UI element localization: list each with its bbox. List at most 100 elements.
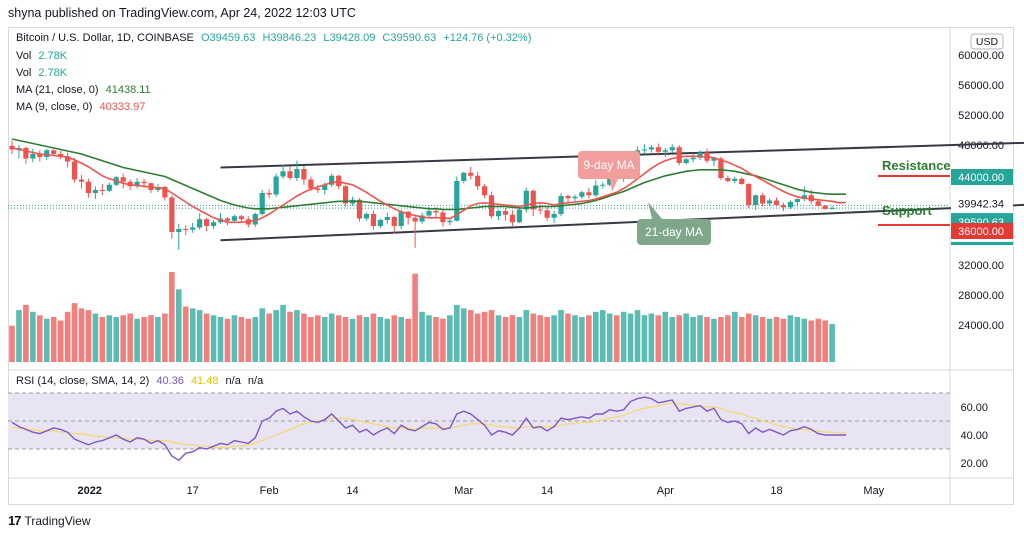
- volume-bar: [217, 317, 224, 362]
- volume-bar: [516, 317, 523, 362]
- volume-bar: [474, 313, 481, 362]
- volume-bar: [794, 317, 801, 362]
- volume-bar: [99, 317, 106, 362]
- volume-bar: [273, 310, 279, 362]
- candle-body: [669, 147, 675, 151]
- volume-bar: [141, 317, 147, 362]
- volume-bar: [328, 313, 335, 362]
- volume-bar: [627, 313, 634, 362]
- volume-bar: [613, 315, 620, 362]
- candle-body: [190, 227, 196, 230]
- volume-bar: [356, 315, 363, 362]
- volume-bar: [676, 315, 682, 362]
- candle-body: [197, 219, 203, 228]
- time-tick-label: May: [863, 485, 884, 497]
- volume-bar: [745, 313, 752, 362]
- volume-bar: [697, 315, 703, 362]
- volume-bar: [78, 308, 85, 362]
- candle-body: [412, 217, 418, 222]
- candle-body: [794, 199, 800, 202]
- volume-bar: [252, 317, 259, 362]
- volume-bar: [64, 311, 71, 362]
- volume-bar: [537, 315, 543, 362]
- legend-close: C39590.63: [382, 32, 437, 44]
- candle-body: [565, 196, 571, 199]
- volume-bar: [447, 315, 453, 362]
- volume-bar: [43, 318, 50, 362]
- candle-body: [433, 211, 439, 213]
- volume-bar: [238, 317, 245, 362]
- candle-body: [746, 184, 752, 205]
- support-price-tag: 36000.00: [958, 226, 1004, 238]
- volume-bar: [606, 313, 613, 362]
- candle-body: [468, 172, 474, 176]
- candle-body: [544, 210, 550, 218]
- candle-body: [690, 157, 696, 160]
- candle-body: [106, 184, 112, 191]
- volume-bar: [732, 311, 738, 362]
- volume-bar: [711, 318, 717, 362]
- candle-body: [648, 147, 654, 150]
- candle-body: [58, 154, 64, 157]
- price-tick-label: 52000.00: [958, 110, 1004, 122]
- volume-bar: [558, 310, 564, 362]
- volume-bar: [752, 315, 759, 362]
- volume-bar: [384, 318, 391, 362]
- volume-bar: [196, 310, 203, 362]
- candle-body: [773, 200, 780, 205]
- candle-body: [579, 192, 585, 197]
- volume-bar: [71, 303, 78, 362]
- candle-body: [551, 214, 557, 218]
- candle-body: [252, 214, 258, 225]
- volume-bar: [502, 317, 509, 362]
- legend-rsi-sma: 41.48: [190, 375, 219, 387]
- price-tick-label: 32000.00: [958, 260, 1004, 272]
- legend-vol-row-2: Vol 2.78K: [16, 67, 67, 79]
- volume-bar: [113, 317, 120, 362]
- volume-bar: [440, 318, 446, 362]
- volume-bar: [634, 310, 641, 362]
- candle-body: [419, 215, 425, 222]
- candle-body: [461, 172, 467, 181]
- candle-body: [586, 192, 592, 196]
- volume-bar: [37, 315, 43, 362]
- time-tick-label: Apr: [657, 485, 674, 497]
- volume-bar: [648, 313, 655, 362]
- volume-bar: [551, 315, 557, 362]
- volume-bar: [412, 273, 418, 362]
- volume-bar: [460, 308, 467, 362]
- candle-body: [697, 152, 703, 158]
- volume-bar: [641, 315, 648, 362]
- volume-bar: [189, 308, 196, 362]
- publish-info: shyna published on TradingView.com, Apr …: [8, 6, 356, 20]
- volume-bar: [655, 315, 662, 362]
- rsi-tick-label: 20.00: [960, 458, 988, 470]
- price-tick-label: 48000.00: [958, 140, 1004, 152]
- legend-vol2-value: 2.78K: [38, 67, 68, 79]
- legend-rsi-label: RSI (14, close, SMA, 14, 2): [16, 375, 150, 387]
- volume-bar: [433, 317, 439, 362]
- candle-body: [23, 148, 29, 159]
- candle-body: [141, 181, 147, 184]
- legend-change: +124.76 (+0.32%): [443, 32, 532, 44]
- volume-bar: [210, 315, 217, 362]
- channel-upper-line: [220, 141, 1024, 169]
- volume-bar: [134, 318, 140, 362]
- volume-bar: [773, 317, 780, 362]
- time-tick-label: 14: [346, 485, 358, 497]
- legend-ma9-row: MA (9, close, 0) 40333.97: [16, 101, 145, 113]
- volume-bar: [287, 311, 293, 362]
- candle-body: [44, 150, 50, 157]
- volume-bar: [766, 318, 773, 362]
- candle-body: [683, 159, 689, 163]
- volume-bar: [30, 311, 36, 362]
- volume-bar: [335, 315, 342, 362]
- candle-body: [495, 211, 502, 217]
- legend-vol-row-1: Vol 2.78K: [16, 50, 67, 62]
- price-tick-label: 24000.00: [958, 320, 1004, 332]
- volume-bar: [106, 315, 113, 362]
- price-tick-label: 28000.00: [958, 290, 1004, 302]
- candle-body: [238, 216, 244, 220]
- volume-bar: [495, 315, 502, 362]
